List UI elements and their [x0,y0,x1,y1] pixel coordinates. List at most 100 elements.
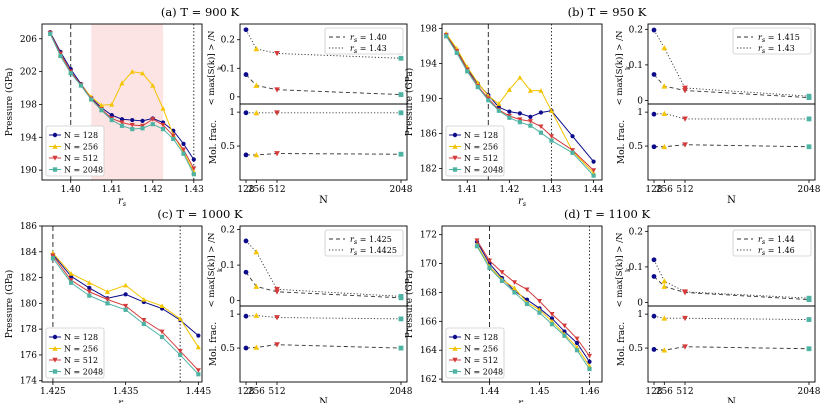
axes-frame [647,103,816,181]
y-tick-label: 168 [420,288,437,298]
axes-frame [441,23,603,181]
structure-point [243,27,249,33]
data-point [68,271,74,276]
data-point [444,34,449,39]
y-tick-label: 0 [229,297,235,307]
x-tick-label: 1.425 [40,387,66,397]
data-point [150,117,156,122]
data-point [191,172,196,177]
data-point [191,166,197,172]
axes-frame [239,305,408,383]
data-point [87,285,92,290]
structure-line-dotted [245,240,402,297]
data-point [150,83,156,88]
data-point [562,333,567,338]
data-point [570,150,575,155]
data-point [50,253,56,259]
molfrac-point [661,143,668,150]
molfrac-point [682,344,688,350]
y-tick-label: 1 [637,108,643,118]
legend-label: N = 256 [64,345,98,354]
legend-marker [52,334,58,340]
structure-point [661,44,668,51]
data-point [123,282,129,288]
legend-N: N = 128 N = 256 N = 512 N = 2048 [445,327,505,379]
data-point [487,265,492,270]
legend-marker [452,155,458,161]
legend-label: N = 256 [64,143,98,152]
legend-box [732,229,812,257]
data-point [591,168,597,173]
data-point [549,312,555,317]
data-point [496,108,501,113]
legend-label: rs = 1.425 [350,235,392,246]
data-point [129,122,135,128]
structure-point [651,257,657,263]
x-tick-label: 512 [676,387,693,397]
legend-label: rs = 1.46 [758,246,795,257]
y-tick-label: 172 [420,231,437,241]
structure-line-dashed [653,74,810,99]
legend-marker [52,167,58,172]
x-tick-label: 1.42 [499,185,519,195]
molfrac-line-dashed [245,344,402,349]
y-tick-label: 180 [20,299,37,309]
legend-label: N = 2048 [464,368,503,377]
legend-label: rs = 1.43 [758,44,795,55]
structure-point [243,269,249,275]
x-tick-label: 256 [248,387,265,397]
structure-point [243,238,249,244]
legend-label: N = 512 [464,154,498,163]
x-tick-label: 2048 [390,387,413,397]
x-tick-label: 1.45 [529,387,549,397]
data-point [141,296,147,302]
structure-point [806,93,812,99]
panel-title: (b) T = 950 K [568,5,647,19]
x-tick-label: 1.44 [479,387,499,397]
data-point [123,303,129,309]
data-point [548,134,554,139]
data-point [178,352,183,358]
molfrac-line-dotted [653,113,809,120]
data-point [87,293,92,298]
data-point [104,297,110,303]
pressure-plot: 174 176 178 180 182 184 186 1.425 1.435 1.445 Pres… [4,222,212,403]
legend-label: N = 256 [464,143,498,152]
data-point [119,120,125,126]
structure-axis-label: < max[S(k)] > /N [206,232,217,307]
data-point [527,119,533,124]
molfrac-point [806,346,812,352]
structure-axis-sub: k [624,268,632,272]
data-point [511,285,518,291]
y-tick-label: 0.5 [629,142,644,152]
data-point [474,244,480,249]
data-point [177,316,183,321]
data-point [538,88,544,93]
data-point [574,348,580,353]
n-axis-label: N [319,397,328,403]
data-point [119,117,125,122]
series-line-N128 [476,241,590,363]
data-point [537,310,542,315]
legend-marker [452,369,458,374]
data-point [454,50,459,56]
data-point [109,101,115,107]
x-tick-label: 256 [248,185,265,195]
data-point [89,97,94,102]
y-tick-label: 190 [20,166,37,176]
data-point [191,157,196,162]
panel-d: (d) T = 1100 K 162 164 166 168 170 172 1.44 1.45… [404,207,821,403]
data-point [587,366,592,372]
data-point [570,134,575,139]
x-tick-label: 2048 [390,185,413,195]
y-tick-label: 198 [420,24,437,34]
legend-label: rs = 1.4425 [350,246,397,257]
y-tick-label: 0.5 [221,142,236,152]
n-axis-label: N [727,397,736,403]
structure-point [661,283,668,289]
x-tick-label: 128 [237,387,254,397]
y-tick-label: 194 [420,59,437,69]
molfrac-axis-label: Mol. frac. [209,322,219,366]
data-point [475,85,480,90]
